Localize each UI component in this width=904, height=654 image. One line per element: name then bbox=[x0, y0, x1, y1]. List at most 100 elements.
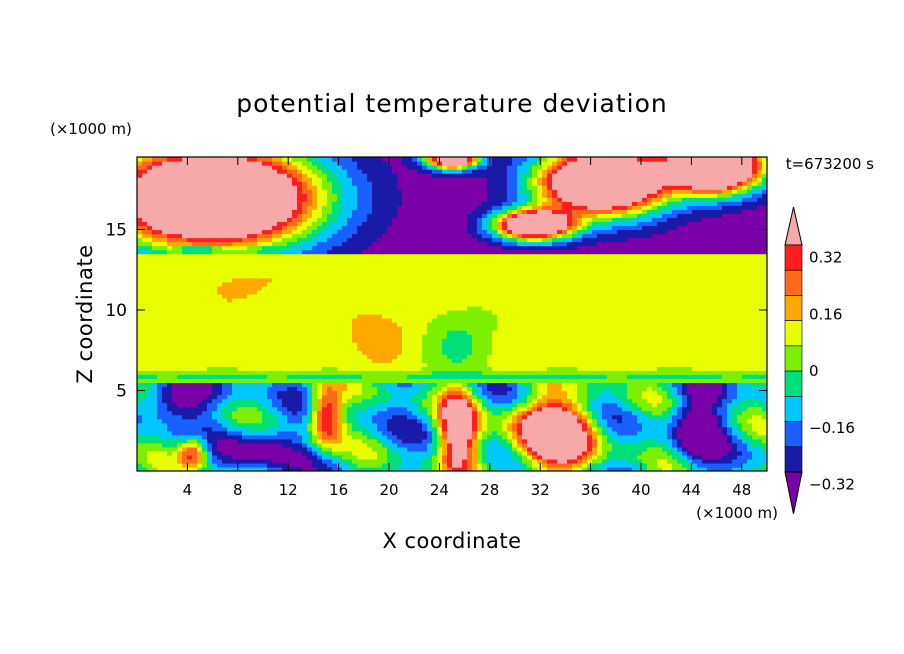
contour-cell bbox=[467, 374, 473, 380]
contour-cell bbox=[367, 422, 373, 428]
contour-cell bbox=[247, 366, 253, 371]
contour-cell bbox=[437, 434, 443, 440]
contour-cell bbox=[387, 462, 393, 468]
contour-cell bbox=[527, 434, 533, 440]
contour-cell bbox=[477, 358, 483, 363]
contour-cell bbox=[637, 374, 643, 380]
contour-cell bbox=[142, 354, 148, 359]
contour-cell bbox=[212, 458, 218, 464]
contour-cell bbox=[372, 378, 378, 384]
contour-cell bbox=[532, 350, 538, 355]
contour-cell bbox=[447, 386, 453, 392]
contour-cell bbox=[602, 422, 608, 428]
contour-cell bbox=[397, 350, 403, 355]
contour-cell bbox=[137, 418, 143, 424]
contour-cell bbox=[537, 338, 543, 343]
contour-cell bbox=[337, 438, 343, 444]
contour-cell bbox=[647, 414, 653, 420]
contour-cell bbox=[337, 354, 343, 359]
contour-cell bbox=[222, 334, 228, 339]
contour-cell bbox=[717, 442, 723, 448]
contour-cell bbox=[447, 430, 453, 436]
contour-cell bbox=[372, 458, 378, 464]
contour-cell bbox=[187, 426, 193, 432]
contour-cell bbox=[702, 410, 708, 416]
contour-cell bbox=[262, 426, 268, 432]
contour-cell bbox=[682, 322, 688, 327]
contour-cell bbox=[642, 426, 648, 432]
contour-cell bbox=[147, 434, 153, 440]
contour-cell bbox=[467, 394, 473, 400]
contour-cell bbox=[407, 458, 413, 464]
contour-cell bbox=[242, 466, 248, 471]
contour-cell bbox=[687, 346, 693, 351]
contour-cell bbox=[217, 406, 223, 412]
contour-cell bbox=[402, 370, 408, 375]
contour-cell bbox=[537, 454, 543, 460]
contour-cell bbox=[742, 378, 748, 384]
contour-cell bbox=[357, 458, 363, 464]
contour-cell bbox=[162, 330, 168, 335]
contour-cell bbox=[377, 338, 383, 343]
contour-cell bbox=[167, 438, 173, 444]
contour-cell bbox=[632, 446, 638, 452]
contour-cell bbox=[332, 309, 338, 315]
contour-cell bbox=[532, 334, 538, 339]
contour-cell bbox=[252, 458, 258, 464]
contour-cell bbox=[392, 410, 398, 416]
contour-cell bbox=[197, 462, 203, 468]
contour-cell bbox=[252, 434, 258, 440]
contour-cell bbox=[627, 386, 633, 392]
contour-cell bbox=[152, 338, 158, 343]
contour-cell bbox=[457, 454, 463, 460]
contour-cell bbox=[312, 458, 318, 464]
contour-cell bbox=[447, 398, 453, 404]
contour-cell bbox=[542, 450, 548, 456]
contour-cell bbox=[302, 342, 308, 347]
contour-cell bbox=[727, 370, 733, 375]
contour-cell bbox=[472, 458, 478, 464]
contour-cell bbox=[457, 382, 463, 388]
contour-cell bbox=[622, 430, 628, 436]
contour-cell bbox=[622, 394, 628, 400]
contour-cell bbox=[562, 378, 568, 384]
contour-cell bbox=[412, 342, 418, 347]
contour-cell bbox=[737, 438, 743, 444]
contour-cell bbox=[492, 330, 498, 335]
contour-cell bbox=[217, 338, 223, 343]
contour-cell bbox=[462, 466, 468, 471]
contour-cell bbox=[422, 330, 428, 335]
contour-cell bbox=[157, 418, 163, 424]
contour-cell bbox=[297, 382, 303, 388]
contour-cell bbox=[687, 394, 693, 400]
contour-cell bbox=[642, 334, 648, 339]
contour-cell bbox=[447, 322, 453, 327]
contour-cell bbox=[617, 390, 623, 396]
contour-cell bbox=[327, 390, 333, 396]
contour-cell bbox=[547, 430, 553, 436]
contour-cell bbox=[712, 386, 718, 392]
contour-cell bbox=[157, 406, 163, 412]
contour-cell bbox=[407, 406, 413, 412]
contour-cell bbox=[662, 378, 668, 384]
contour-cell bbox=[442, 318, 448, 323]
contour-cell bbox=[647, 366, 653, 371]
contour-cell bbox=[552, 318, 558, 323]
contour-cell bbox=[167, 446, 173, 452]
contour-cell bbox=[272, 382, 278, 388]
contour-cell bbox=[727, 402, 733, 408]
contour-cell bbox=[382, 330, 388, 335]
contour-cell bbox=[552, 458, 558, 464]
contour-cell bbox=[267, 450, 273, 456]
contour-cell bbox=[242, 374, 248, 380]
contour-cell bbox=[267, 406, 273, 412]
contour-cell bbox=[682, 430, 688, 436]
contour-cell bbox=[747, 334, 753, 339]
contour-cell bbox=[232, 418, 238, 424]
contour-cell bbox=[182, 414, 188, 420]
contour-cell bbox=[272, 398, 278, 404]
contour-cell bbox=[697, 406, 703, 412]
contour-cell bbox=[392, 322, 398, 327]
contour-cell bbox=[167, 370, 173, 375]
contour-cell bbox=[697, 402, 703, 408]
